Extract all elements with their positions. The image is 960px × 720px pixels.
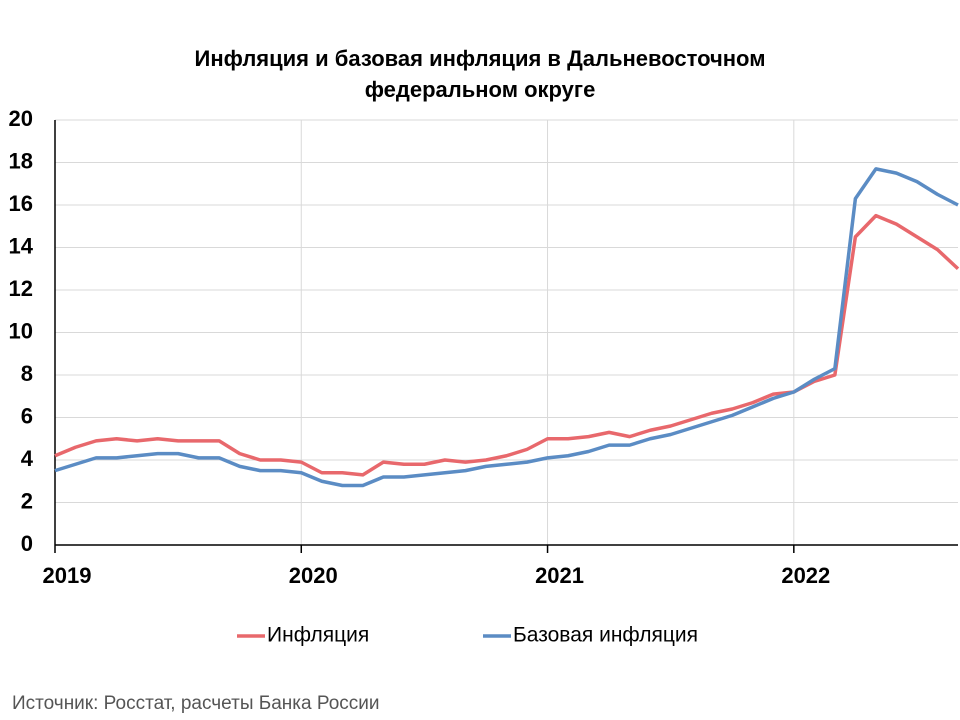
x-tick-label: 2021 [535,563,584,588]
y-tick-label: 18 [9,148,33,173]
y-tick-label: 20 [9,106,33,131]
legend-label: Инфляция [267,624,369,647]
x-tick-label: 2022 [781,563,830,588]
y-tick-label: 10 [9,318,33,343]
x-tick-label: 2019 [43,563,92,588]
y-tick-label: 12 [9,276,33,301]
y-tick-label: 0 [21,531,33,556]
legend-label: Базовая инфляция [513,624,698,647]
y-tick-label: 8 [21,361,33,386]
y-tick-label: 16 [9,191,33,216]
y-tick-label: 14 [9,233,34,258]
source: Источник: Росстат, расчеты Банка России [12,693,380,714]
x-tick-label: 2020 [289,563,338,588]
series-line [54,167,959,488]
y-tick-label: 6 [21,403,33,428]
chart-title: Инфляция и базовая инфляция в Дальневост… [195,46,766,102]
y-tick-label: 2 [21,488,33,513]
series-line [54,213,960,477]
y-tick-label: 4 [21,446,34,471]
